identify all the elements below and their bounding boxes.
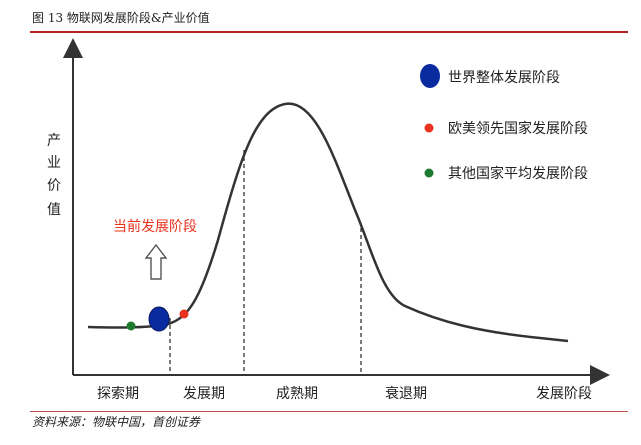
world-stage-marker bbox=[148, 306, 170, 332]
legend-marker-other bbox=[424, 168, 434, 178]
stage-label: 发展期 bbox=[183, 386, 225, 402]
legend-label: 世界整体发展阶段 bbox=[448, 70, 560, 86]
legend-label: 其他国家平均发展阶段 bbox=[448, 165, 588, 182]
stage-label: 成熟期 bbox=[276, 386, 318, 402]
legend-marker-world bbox=[420, 64, 440, 88]
legend-label: 欧美领先国家发展阶段 bbox=[448, 120, 588, 137]
other-countries-marker bbox=[126, 321, 136, 331]
lifecycle-curve bbox=[87, 102, 569, 343]
legend-marker-leading bbox=[424, 123, 434, 133]
figure-title: 图 13 物联网发展阶段&产业价值 bbox=[32, 11, 210, 25]
title-rule bbox=[30, 31, 628, 33]
y-axis-label-char: 值 bbox=[47, 202, 61, 218]
leading-countries-marker bbox=[179, 309, 189, 319]
current-stage-label: 当前发展阶段 bbox=[113, 218, 197, 235]
source-note: 资料来源：物联中国，首创证券 bbox=[32, 415, 201, 429]
y-axis-label-char: 业 bbox=[47, 155, 61, 171]
stage-label: 探索期 bbox=[97, 385, 139, 402]
source-rule bbox=[30, 411, 628, 412]
up-arrow-icon bbox=[144, 243, 168, 280]
y-axis-label-char: 价 bbox=[47, 178, 61, 194]
y-axis-label-char: 产 bbox=[47, 133, 61, 149]
stage-label: 衰退期 bbox=[385, 385, 427, 402]
x-axis-label: 发展阶段 bbox=[536, 386, 592, 402]
